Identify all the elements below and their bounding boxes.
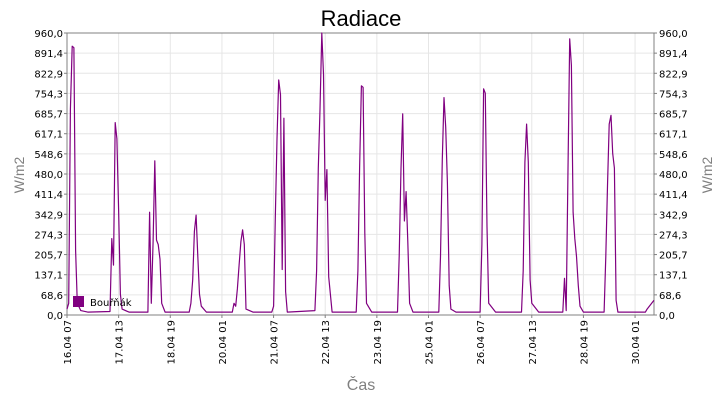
y-tick-label-left: 274,3: [34, 230, 63, 241]
x-tick-label: 25.04 01: [424, 320, 435, 365]
x-tick-label: 22.04 13: [321, 320, 332, 365]
legend-swatch: [73, 296, 84, 307]
y-tick-label-right: 480,0: [659, 170, 688, 181]
chart-title: Radiace: [321, 6, 402, 31]
y-axis-label-right: W/m2: [699, 157, 715, 194]
y-tick-label-right: 548,6: [659, 150, 688, 161]
y-tick-label-left: 548,6: [34, 150, 63, 161]
x-tick-label: 20.04 01: [218, 320, 229, 365]
y-tick-label-left: 891,4: [34, 49, 63, 60]
y-tick-label-right: 754,3: [659, 89, 688, 100]
x-tick-label: 17.04 13: [115, 320, 126, 365]
y-tick-label-left: 0,0: [47, 311, 63, 322]
plot-frame: [66, 32, 655, 316]
y-tick-label-right: 960,0: [659, 29, 688, 40]
y-tick-label-left: 754,3: [34, 89, 63, 100]
y-tick-label-right: 0,0: [659, 311, 675, 322]
y-tick-label-right: 411,4: [659, 190, 688, 201]
y-tick-label-right: 274,3: [659, 230, 688, 241]
x-tick-label: 16.04 07: [63, 320, 74, 365]
x-tick-label: 26.04 07: [476, 320, 487, 365]
y-tick-label-left: 342,9: [34, 210, 63, 221]
x-tick-label: 21.04 07: [270, 320, 281, 365]
y-tick-label-left: 960,0: [34, 29, 63, 40]
y-tick-label-right: 822,9: [659, 69, 688, 80]
series-layer: [66, 32, 655, 313]
x-tick-label: 28.04 19: [579, 320, 590, 365]
y-tick-label-left: 480,0: [34, 170, 63, 181]
y-tick-label-right: 685,7: [659, 110, 688, 121]
y-tick-label-right: 68,6: [659, 291, 681, 302]
y-tick-label-left: 685,7: [34, 110, 63, 121]
y-tick-label-right: 342,9: [659, 210, 688, 221]
y-tick-label-left: 822,9: [34, 69, 63, 80]
x-tick-label: 23.04 19: [373, 320, 384, 365]
x-tick-label: 27.04 13: [528, 320, 539, 365]
x-tick-label: 30.04 01: [631, 320, 642, 365]
x-tick-label: 18.04 19: [166, 320, 177, 365]
legend-label: Bouřňák: [90, 297, 132, 309]
legend: Bouřňák: [73, 296, 132, 309]
y-tick-label-right: 137,1: [659, 271, 688, 282]
y-tick-label-right: 617,1: [659, 130, 688, 141]
y-tick-label-left: 617,1: [34, 130, 63, 141]
x-axis-label: Čas: [347, 375, 375, 394]
series-line: [66, 32, 655, 313]
y-tick-label-left: 411,4: [34, 190, 63, 201]
y-tick-label-left: 137,1: [34, 271, 63, 282]
y-axis-label-left: W/m2: [11, 157, 27, 194]
y-tick-label-left: 68,6: [41, 291, 63, 302]
y-tick-label-left: 205,7: [34, 251, 63, 262]
axes: 0,0 0,0 68,6 68,6 137,1 137,1 205,7 205,7 274,3 2…: [34, 29, 687, 365]
y-tick-label-right: 891,4: [659, 49, 688, 60]
y-tick-label-right: 205,7: [659, 251, 688, 262]
